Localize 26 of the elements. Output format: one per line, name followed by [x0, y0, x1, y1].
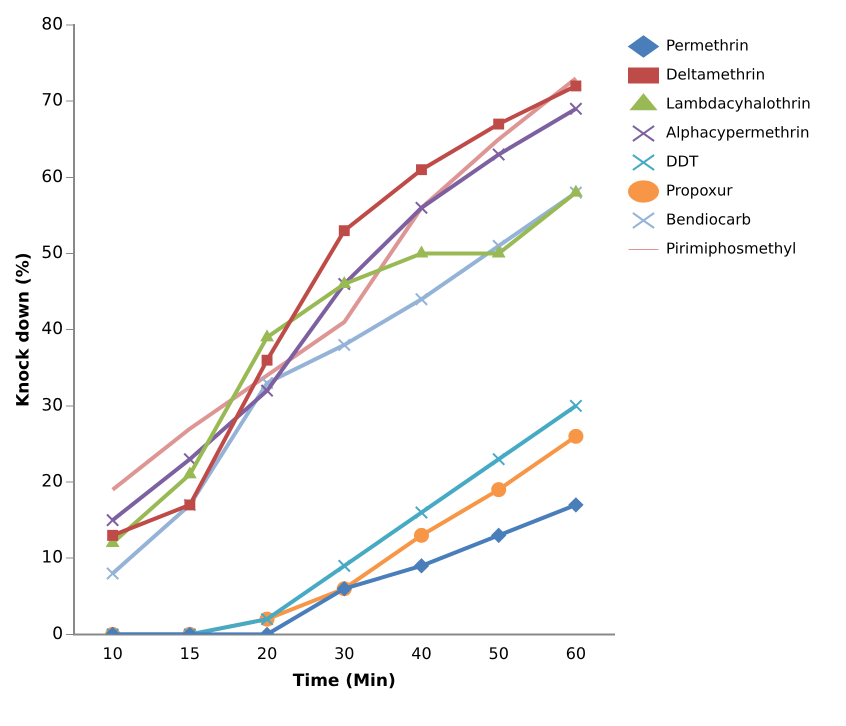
x-tick-label: 40: [411, 644, 432, 664]
y-tick-label: 60: [41, 166, 64, 187]
x-tick-label: 30: [334, 644, 354, 664]
x-tick-label: 10: [102, 644, 123, 664]
y-tick-label: 70: [41, 90, 64, 111]
x-tick-label: 60: [566, 644, 586, 664]
legend-label: Deltamethrin: [666, 65, 766, 84]
legend-label: Permethrin: [666, 36, 749, 54]
y-tick-label: 40: [41, 319, 64, 340]
x-tick-label: 20: [256, 644, 278, 664]
y-tick-label: 20: [41, 471, 64, 492]
legend-label: Alphacypermethrin: [666, 123, 810, 142]
legend-label: Pirimiphosmethyl: [666, 239, 796, 258]
y-tick-label: 30: [41, 395, 64, 416]
y-axis-title: Knock down (%): [14, 252, 34, 407]
y-tick-label: 80: [41, 14, 64, 34]
legend-label: Bendiocarb: [666, 210, 752, 228]
y-tick-label: 50: [41, 242, 64, 263]
x-axis-title: Time (Min): [292, 671, 396, 692]
legend-label: DDT: [666, 152, 700, 170]
y-tick-label: 10: [41, 548, 64, 568]
y-tick-label: 0: [52, 624, 64, 644]
x-tick-label: 50: [488, 644, 509, 664]
legend-label: Lambdacyhalothrin: [666, 94, 811, 112]
x-tick-label: 15: [180, 644, 200, 664]
legend-label: Propoxur: [666, 181, 734, 200]
